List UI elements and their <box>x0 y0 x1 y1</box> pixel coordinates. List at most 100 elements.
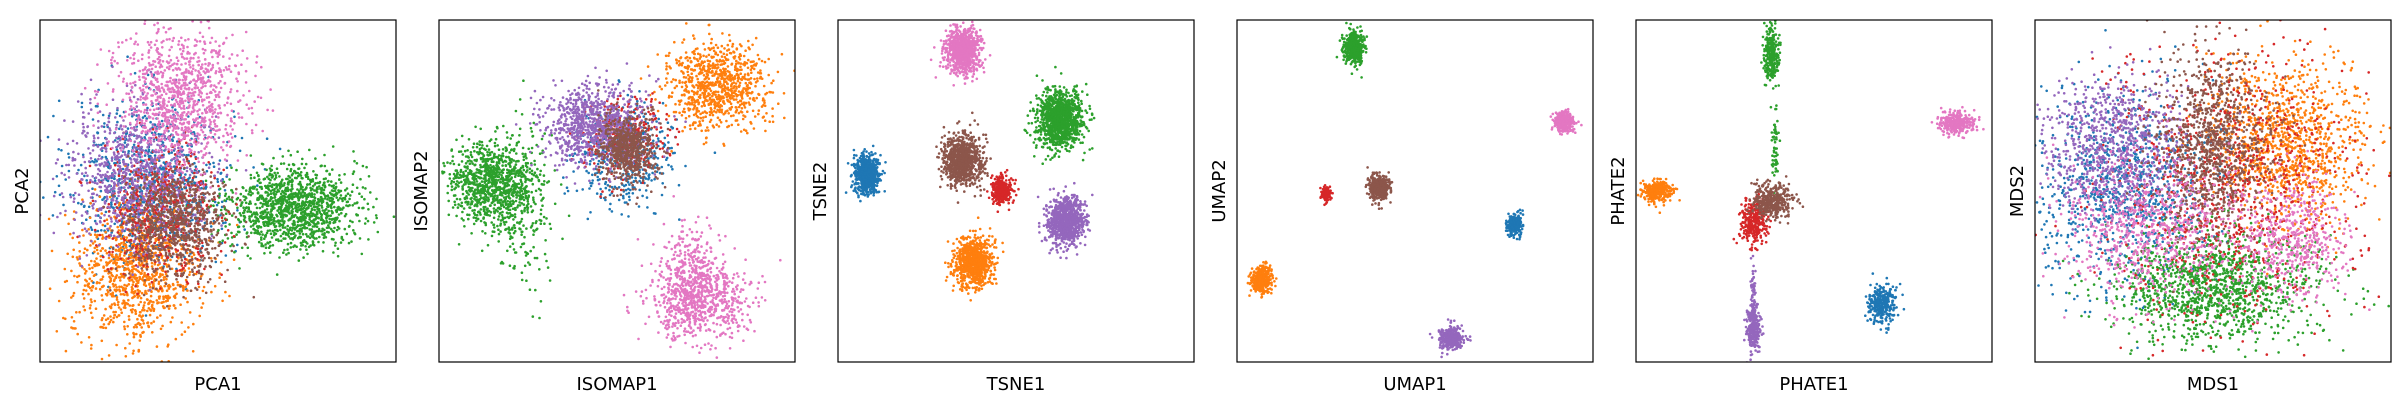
data-point <box>276 209 279 212</box>
data-point <box>144 274 148 277</box>
data-point <box>79 163 83 167</box>
data-point <box>98 163 101 166</box>
data-point <box>153 377 156 380</box>
data-point <box>351 220 354 224</box>
data-point <box>98 110 102 113</box>
data-point <box>125 236 129 239</box>
data-point <box>208 125 211 128</box>
data-point <box>165 241 169 244</box>
data-point <box>216 254 219 257</box>
data-point <box>291 172 295 175</box>
data-point <box>284 186 288 190</box>
data-point <box>285 199 289 202</box>
data-point <box>200 306 203 309</box>
data-point <box>321 218 325 222</box>
data-point <box>150 156 153 160</box>
data-point <box>89 196 93 199</box>
data-point <box>289 167 293 171</box>
data-point <box>196 247 200 251</box>
data-point <box>244 220 248 224</box>
data-point <box>143 236 147 239</box>
data-point <box>168 284 171 288</box>
data-point <box>334 182 338 185</box>
data-point <box>259 194 262 197</box>
data-point <box>201 254 205 257</box>
data-point <box>168 183 172 187</box>
data-point <box>287 203 291 206</box>
data-point <box>178 173 181 177</box>
data-point <box>196 280 200 283</box>
data-point <box>206 191 209 194</box>
data-point <box>249 190 252 194</box>
data-point <box>296 220 300 224</box>
data-point <box>271 201 275 204</box>
data-point <box>172 206 176 210</box>
data-point <box>71 120 75 123</box>
data-point <box>163 235 167 239</box>
data-point <box>321 209 325 212</box>
data-point <box>310 235 314 238</box>
data-point <box>94 176 98 179</box>
data-point <box>270 168 274 172</box>
data-point <box>140 161 144 165</box>
data-point <box>94 214 98 217</box>
data-point <box>116 157 119 161</box>
data-point <box>145 189 149 192</box>
data-point <box>157 217 161 221</box>
data-point <box>280 205 283 209</box>
data-point <box>125 260 128 263</box>
data-point <box>107 202 111 206</box>
data-point <box>157 233 161 236</box>
data-point <box>235 168 238 172</box>
data-point <box>82 222 85 225</box>
data-point <box>93 179 97 183</box>
data-point <box>144 291 147 295</box>
data-point <box>328 183 331 187</box>
data-point <box>151 275 155 278</box>
data-point <box>352 150 355 153</box>
data-point <box>188 191 191 194</box>
data-point <box>167 150 170 153</box>
data-point <box>187 177 190 181</box>
data-point <box>219 249 223 253</box>
data-point <box>75 256 79 259</box>
data-point <box>317 185 321 188</box>
data-point <box>128 276 131 280</box>
data-point <box>109 289 112 292</box>
data-point <box>82 205 86 208</box>
data-point <box>115 146 118 149</box>
data-point <box>121 274 124 278</box>
data-point <box>143 279 147 282</box>
data-point <box>151 267 154 271</box>
data-point <box>120 154 124 157</box>
data-point <box>239 204 243 208</box>
data-point <box>309 189 313 192</box>
data-point <box>274 176 278 179</box>
data-point <box>146 275 150 278</box>
data-point <box>228 178 231 181</box>
data-point <box>362 206 365 210</box>
data-point <box>336 254 340 258</box>
data-point <box>143 246 147 249</box>
data-point <box>297 199 301 202</box>
data-point <box>89 244 92 247</box>
data-point <box>205 222 209 225</box>
data-point <box>94 307 98 311</box>
data-point <box>246 254 250 258</box>
data-point <box>260 236 263 239</box>
data-point <box>67 176 71 179</box>
data-point <box>330 206 333 210</box>
data-point <box>141 261 144 265</box>
data-point <box>117 229 121 232</box>
data-point <box>301 157 304 161</box>
data-point <box>72 150 75 154</box>
data-point <box>349 194 352 197</box>
data-point <box>91 316 94 320</box>
data-point <box>69 193 72 196</box>
data-point <box>147 166 151 169</box>
data-point <box>164 162 167 166</box>
data-point <box>197 271 201 275</box>
data-point <box>125 219 128 223</box>
data-point <box>249 193 253 197</box>
data-point <box>124 134 128 138</box>
